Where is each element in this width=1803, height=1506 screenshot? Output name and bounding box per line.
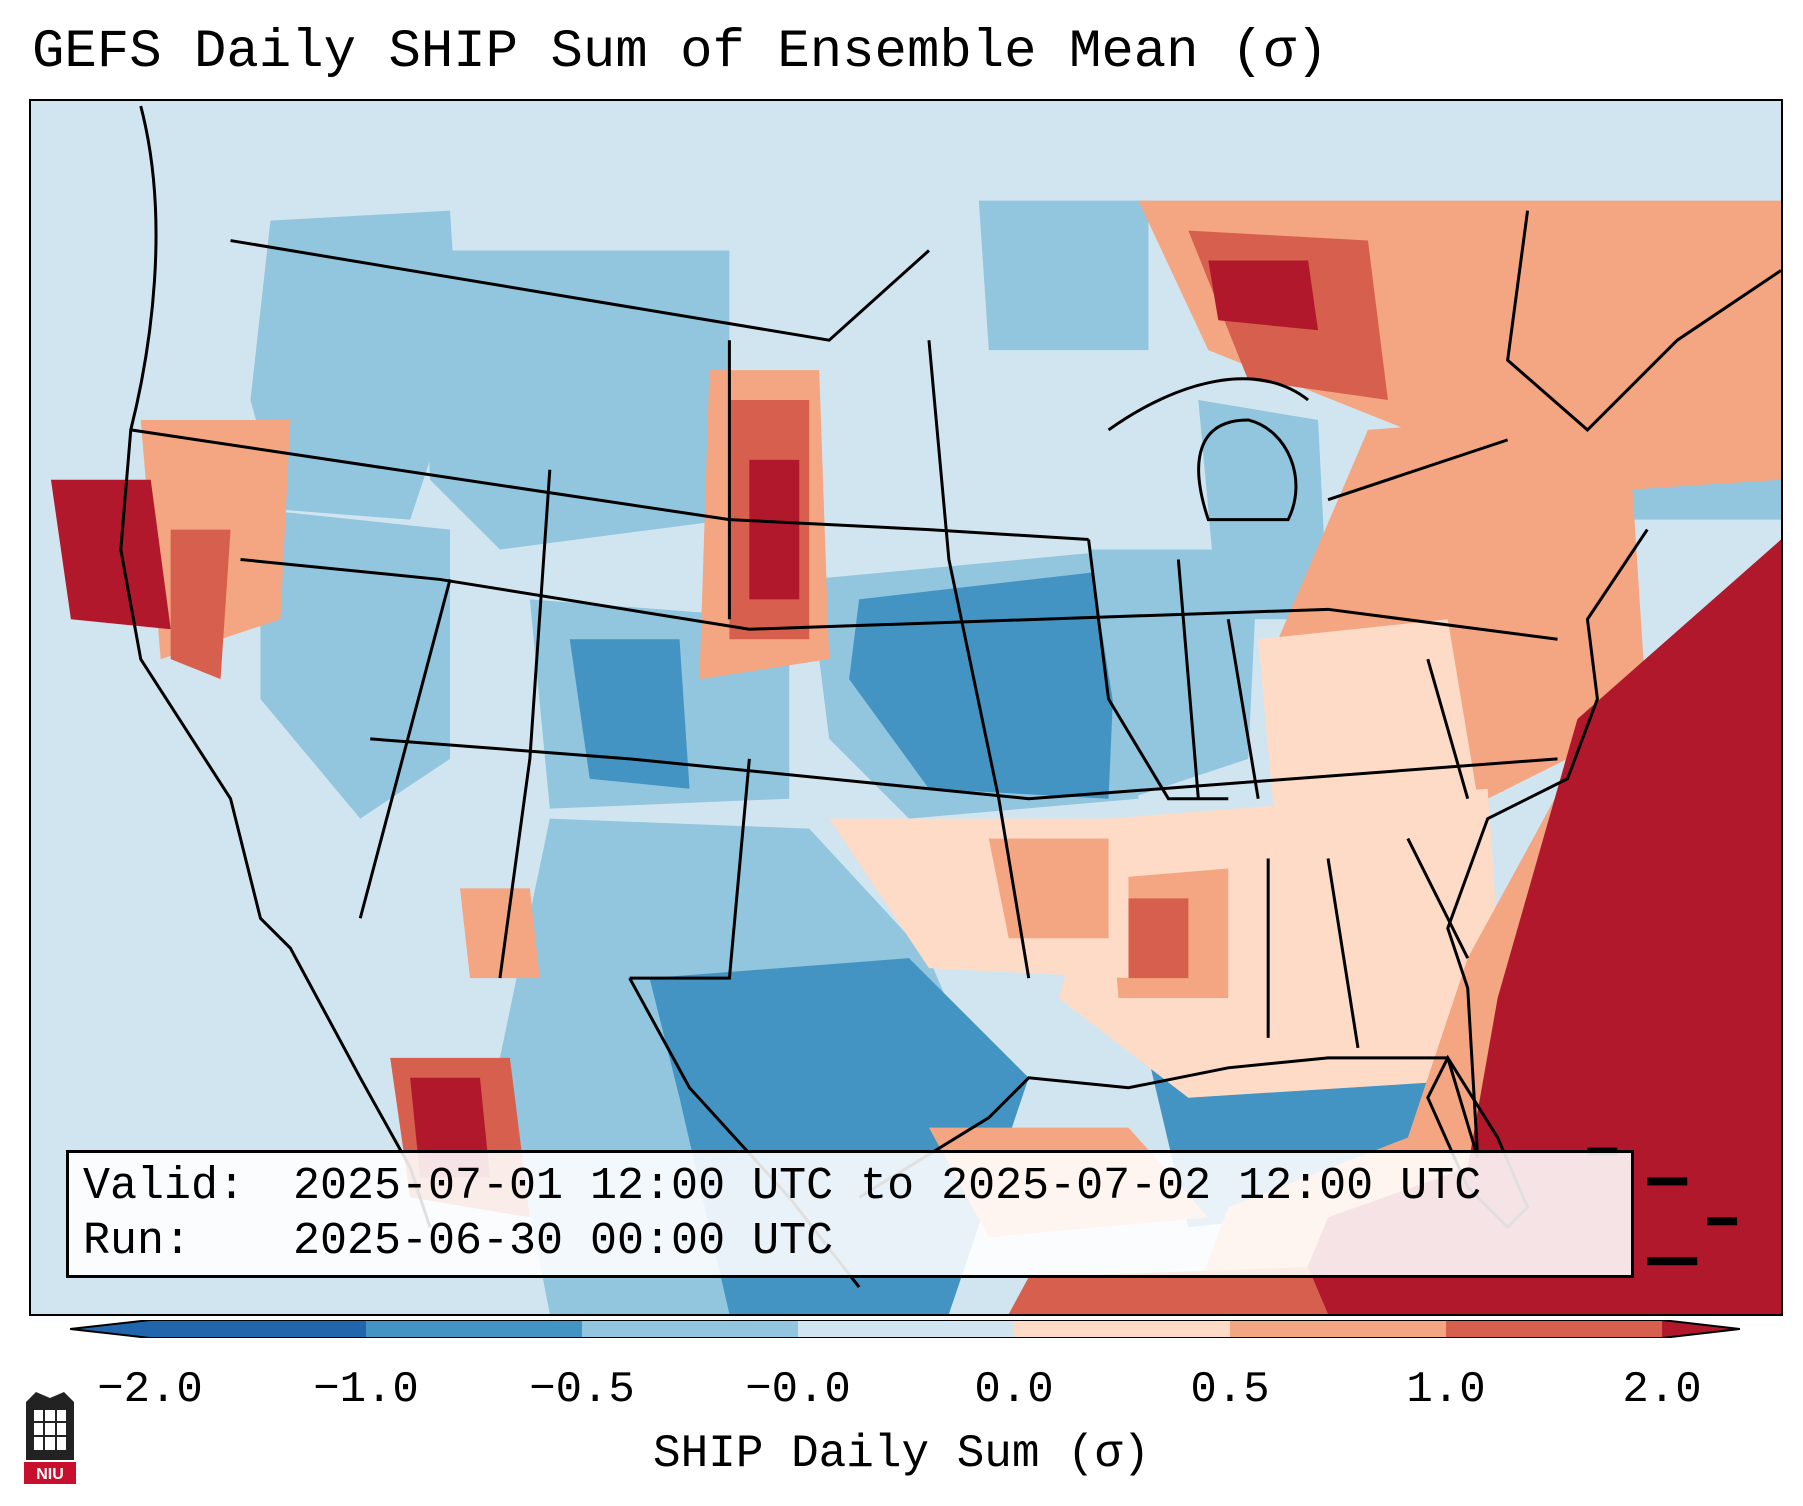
colorbar-bin-5: [1014, 1320, 1230, 1338]
canada-negative-region: [978, 200, 1149, 351]
valid-label: Valid:: [83, 1161, 246, 1212]
ship-anomaly-map: [31, 101, 1781, 1314]
colorbar-bin-1: [150, 1320, 366, 1338]
colorbar-tick-label: −0.0: [745, 1365, 851, 1415]
southeast-weak-positive-region: [1058, 788, 1508, 1098]
atlantic-peak-positive-region: [1288, 539, 1781, 1314]
mid-latitude-line: [240, 558, 1558, 641]
pacific-coastline: [119, 105, 432, 1228]
colorbar-min-extension: [70, 1320, 150, 1338]
logo-banner: [24, 1462, 76, 1484]
colorbar-tick-label: −1.0: [313, 1365, 419, 1415]
dakotas-peak-positive-region: [749, 459, 800, 600]
chart-title: GEFS Daily SHIP Sum of Ensemble Mean (σ): [32, 22, 1329, 83]
nevada-utah-line: [358, 579, 452, 919]
niu-logo: NIU: [24, 1392, 76, 1484]
run-line: Run: 2025-06-30 00:00 UTC: [83, 1214, 1631, 1269]
illinois-indiana-line: [1176, 559, 1200, 799]
colorbar-bin-3: [582, 1320, 798, 1338]
ontario-peak-positive-region: [1208, 260, 1319, 331]
colorbar-tick-label: 1.0: [1406, 1365, 1486, 1415]
colorbar-tick-label: −0.5: [529, 1365, 635, 1415]
new-mexico-line: [629, 758, 751, 980]
run-label: Run:: [83, 1216, 192, 1267]
caribbean-positive-region: [1008, 1267, 1329, 1314]
michigan-negative-region: [1198, 400, 1329, 620]
colorbar-bin-6: [1230, 1320, 1446, 1338]
colorbar-bin-2: [366, 1320, 582, 1338]
mississippi-strong-positive-region: [1118, 898, 1189, 979]
us-canada-border: [230, 239, 930, 342]
valid-value: 2025-07-01 12:00 UTC to 2025-07-02 12:00…: [293, 1161, 1482, 1212]
colorbar-tick-label: −2.0: [97, 1365, 203, 1415]
run-value: 2025-06-30 00:00 UTC: [293, 1216, 834, 1267]
california-strong-positive-region: [170, 529, 231, 680]
gulf-coastline: [858, 1056, 1448, 1199]
nw-negative-region: [250, 210, 461, 520]
colorbar-tick-label: 2.0: [1622, 1365, 1702, 1415]
colorado-strong-negative-region: [569, 639, 690, 789]
colorbar-label: SHIP Daily Sum (σ): [653, 1428, 1150, 1480]
kansas-missouri-negative-region: [849, 569, 1119, 799]
virginia-line: [1426, 658, 1470, 800]
southern-line: [370, 737, 1558, 801]
oregon-coast-peak-positive-region: [50, 479, 171, 630]
utah-colorado-line: [498, 469, 552, 979]
colorbar-tick-label: 0.0: [974, 1365, 1054, 1415]
validity-info-box: Valid: 2025-07-01 12:00 UTC to 2025-07-02…: [66, 1150, 1634, 1278]
georgia-line: [1326, 858, 1360, 1049]
colorbar: [70, 1320, 1740, 1338]
logo-window-grid: [34, 1410, 66, 1450]
indiana-ohio-line: [1226, 619, 1260, 799]
lake-erie-ontario-shore: [1327, 438, 1509, 502]
logo-text: NIU: [36, 1466, 64, 1483]
carolinas-line: [1406, 837, 1470, 959]
colorbar-bin-7: [1446, 1320, 1662, 1338]
northern-tier-line: [130, 428, 1089, 542]
montana-negative-region: [420, 250, 730, 550]
valid-line: Valid: 2025-07-01 12:00 UTC to 2025-07-02…: [83, 1159, 1631, 1214]
lake-superior-shore: [1107, 377, 1310, 432]
plains-line: [927, 340, 1031, 979]
map-panel: [29, 99, 1783, 1316]
lake-michigan-outline: [1197, 418, 1298, 522]
colorbar-tick-label: 0.5: [1190, 1365, 1270, 1415]
colorbar-max-extension: [1662, 1320, 1740, 1338]
colorbar-bin-4: [798, 1320, 1014, 1338]
arizona-positive-region: [460, 888, 540, 979]
new-england-line: [1506, 210, 1781, 432]
